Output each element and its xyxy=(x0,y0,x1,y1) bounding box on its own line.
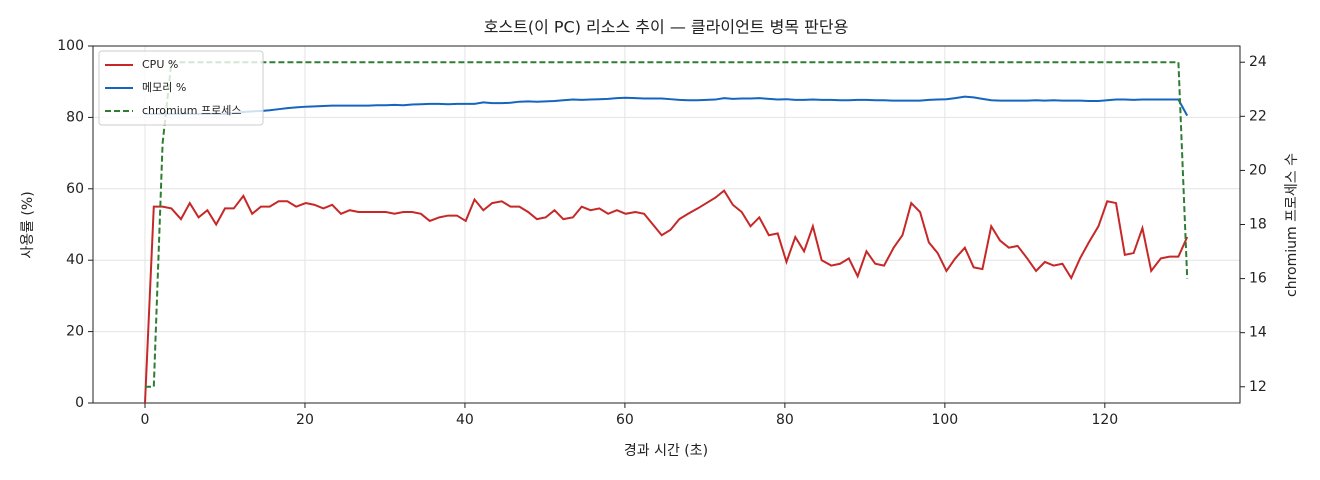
y2-tick-label: 24 xyxy=(1249,54,1267,70)
y-tick-label: 60 xyxy=(66,181,84,197)
y2-tick-label: 18 xyxy=(1249,217,1267,233)
y2-tick-label: 20 xyxy=(1249,162,1267,178)
x-tick-label: 80 xyxy=(776,412,794,428)
x-tick-label: 20 xyxy=(296,412,314,428)
y2-axis-label: chromium 프로세스 수 xyxy=(1284,153,1300,297)
data-line xyxy=(144,61,1189,388)
legend: CPU % 메모리 % chromium 프로세스 xyxy=(98,50,264,126)
data-line xyxy=(143,189,1189,404)
x-tick-label: 100 xyxy=(931,412,958,428)
x-tick-label: 0 xyxy=(141,412,150,428)
x-axis-label: 경과 시간 (초) xyxy=(624,443,708,459)
chart-title: 호스트(이 PC) 리소스 추이 — 클라이언트 병목 판단용 xyxy=(484,18,849,37)
y-tick-label: 20 xyxy=(66,324,84,340)
y2-tick-label: 14 xyxy=(1249,325,1267,341)
data-line xyxy=(144,95,1189,117)
y2-tick-label: 22 xyxy=(1249,108,1267,124)
x-tick-label: 120 xyxy=(1091,412,1118,428)
y-tick-label: 100 xyxy=(57,38,84,54)
y-tick-label: 40 xyxy=(66,252,84,268)
y-tick-label: 80 xyxy=(66,109,84,125)
legend-box xyxy=(98,50,264,126)
x-tick-label: 60 xyxy=(616,412,634,428)
legend-label: chromium 프로세스 xyxy=(142,104,241,117)
x-tick-label: 40 xyxy=(456,412,474,428)
legend-label: CPU % xyxy=(142,58,178,71)
y-axis-label: 사용률 (%) xyxy=(20,191,36,258)
legend-label: 메모리 % xyxy=(142,81,186,94)
plot-frame xyxy=(92,45,1241,404)
y-tick-label: 0 xyxy=(75,395,84,411)
y2-tick-label: 12 xyxy=(1249,379,1267,395)
y2-tick-label: 16 xyxy=(1249,271,1267,287)
